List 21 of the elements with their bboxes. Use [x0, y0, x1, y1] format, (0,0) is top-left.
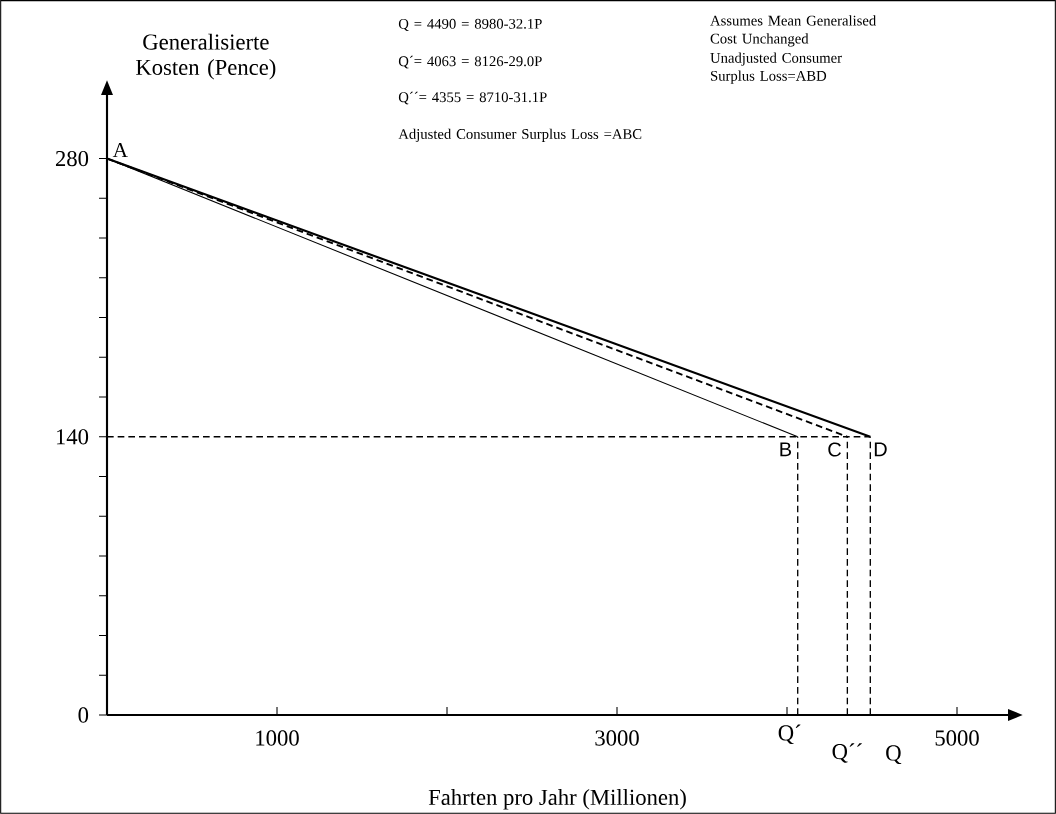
annotation: Q — [886, 745, 902, 765]
x-tick-label: 5000 — [935, 730, 979, 746]
annotation: B — [780, 442, 792, 457]
annotation: A — [112, 142, 128, 157]
x-tick-label: 3000 — [595, 730, 639, 746]
annotation: Q´´= 4355 = 8710-31.1P — [398, 91, 547, 105]
annotation: C — [828, 442, 841, 457]
annotation: Q´´ — [832, 743, 862, 763]
annotation: D — [874, 442, 887, 457]
annotation: Adjusted Consumer Surplus Loss =ABC — [398, 128, 642, 142]
text: Q´= 4063 = 8126-29.0P — [398, 55, 542, 69]
y-axis-title: Generalisierte Kosten (Pence) — [136, 33, 276, 80]
text: Assumes Mean Generalised Cost Unchanged — [710, 15, 877, 47]
y-tick-label: 140 — [56, 429, 89, 445]
text: Q = 4490 = 8980-32.1P — [398, 18, 542, 31]
annotation: Q´ — [778, 724, 801, 745]
text: Unadjusted Consumer Surplus Loss=ABD — [710, 52, 842, 84]
x-tick-label: 1000 — [256, 730, 299, 746]
x-axis-title: Fahrten pro Jahr (Millionen) — [428, 789, 686, 810]
y-tick-label: 0 — [78, 707, 89, 723]
y-tick-label: 280 — [55, 150, 89, 167]
